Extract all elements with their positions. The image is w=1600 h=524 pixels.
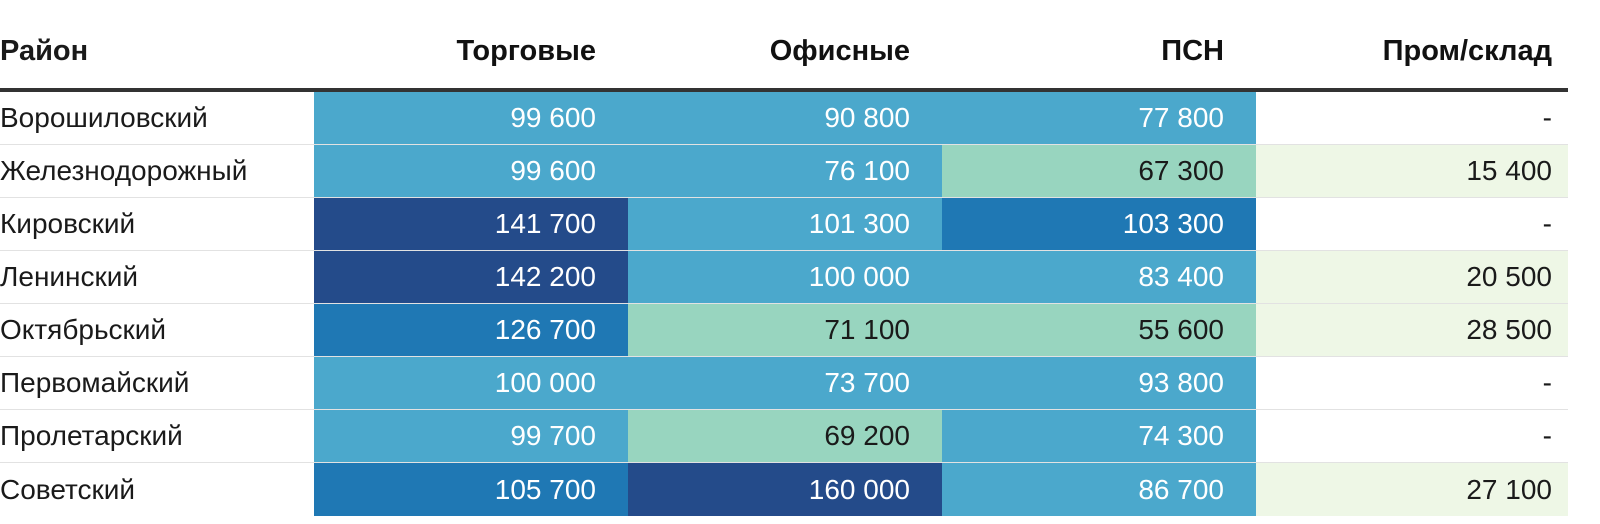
column-header-retail: Торговые <box>456 35 596 67</box>
table-row: Пролетарский 99 700 69 200 74 300- <box>0 410 1568 463</box>
value-cell-retail: 142 200 <box>314 251 628 303</box>
value-cell-psn: 103 300 <box>942 198 1256 250</box>
value-cell-office: 71 100 <box>628 304 942 356</box>
value-cell-psn: 77 800 <box>942 92 1256 144</box>
value-cell-psn: 93 800 <box>942 357 1256 409</box>
value-cell-office: 76 100 <box>628 145 942 197</box>
table-row: Ленинский 142 200 100 000 83 400 20 500 <box>0 251 1568 304</box>
value-cell-retail: 99 600 <box>314 92 628 144</box>
table-row: Первомайский 100 000 73 700 93 800- <box>0 357 1568 410</box>
value-cell-industrial: 28 500 <box>1256 304 1568 356</box>
value-cell-psn: 86 700 <box>942 463 1256 516</box>
table-row: Ворошиловский 99 600 90 800 77 800- <box>0 92 1568 145</box>
value-cell-industrial: - <box>1256 357 1568 409</box>
value-cell-industrial: 15 400 <box>1256 145 1568 197</box>
price-heatmap-table: Район Торговые Офисные ПСН Пром/склад Во… <box>0 0 1568 516</box>
district-name-cell: Пролетарский <box>0 420 183 451</box>
value-cell-office: 160 000 <box>628 463 942 516</box>
header-row: Район Торговые Офисные ПСН Пром/склад <box>0 0 1568 92</box>
table-row: Железнодорожный 99 600 76 100 67 300 15 400 <box>0 145 1568 198</box>
value-cell-retail: 141 700 <box>314 198 628 250</box>
table-row: Советский 105 700 160 000 86 700 27 100 <box>0 463 1568 516</box>
column-header-district: Район <box>0 35 89 67</box>
value-cell-office: 73 700 <box>628 357 942 409</box>
value-cell-industrial: - <box>1256 410 1568 462</box>
table-row: Октябрьский 126 700 71 100 55 600 28 500 <box>0 304 1568 357</box>
table-row: Кировский 141 700 101 300 103 300- <box>0 198 1568 251</box>
district-name-cell: Октябрьский <box>0 314 167 345</box>
value-cell-office: 69 200 <box>628 410 942 462</box>
column-header-industrial: Пром/склад <box>1382 35 1552 67</box>
value-cell-industrial: - <box>1256 198 1568 250</box>
value-cell-psn: 83 400 <box>942 251 1256 303</box>
value-cell-retail: 126 700 <box>314 304 628 356</box>
value-cell-office: 101 300 <box>628 198 942 250</box>
value-cell-retail: 105 700 <box>314 463 628 516</box>
table-body: Ворошиловский 99 600 90 800 77 800- Железнод… <box>0 92 1568 516</box>
district-name-cell: Советский <box>0 473 136 505</box>
value-cell-office: 100 000 <box>628 251 942 303</box>
value-cell-industrial: - <box>1256 92 1568 144</box>
value-cell-industrial: 27 100 <box>1256 463 1568 516</box>
column-header-office: Офисные <box>769 35 910 67</box>
value-cell-psn: 55 600 <box>942 304 1256 356</box>
district-name-cell: Ворошиловский <box>0 102 208 133</box>
value-cell-industrial: 20 500 <box>1256 251 1568 303</box>
district-name-cell: Кировский <box>0 208 136 239</box>
district-name-cell: Первомайский <box>0 367 190 398</box>
value-cell-psn: 74 300 <box>942 410 1256 462</box>
column-header-psn: ПСН <box>1161 35 1224 67</box>
value-cell-retail: 99 600 <box>314 145 628 197</box>
value-cell-retail: 99 700 <box>314 410 628 462</box>
district-name-cell: Ленинский <box>0 261 139 292</box>
value-cell-psn: 67 300 <box>942 145 1256 197</box>
value-cell-retail: 100 000 <box>314 357 628 409</box>
district-name-cell: Железнодорожный <box>0 155 248 186</box>
value-cell-office: 90 800 <box>628 92 942 144</box>
